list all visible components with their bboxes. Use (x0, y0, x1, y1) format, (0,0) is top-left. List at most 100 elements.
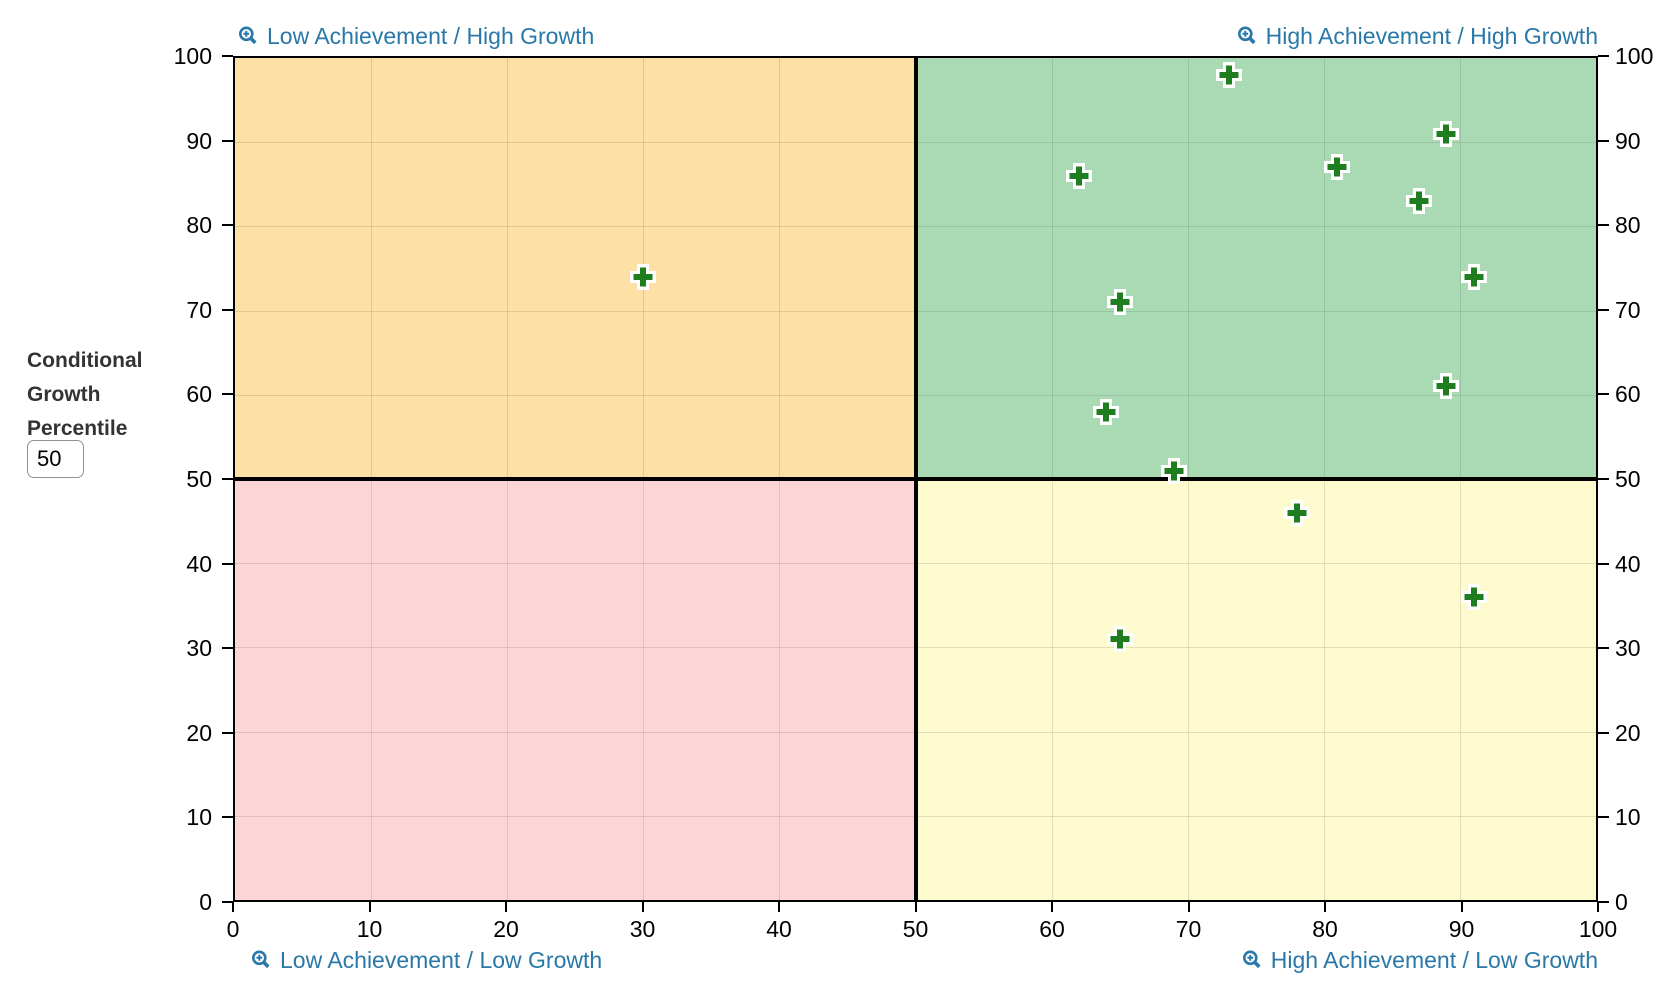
x-axis-tick (505, 902, 507, 912)
data-point-marker[interactable] (1063, 160, 1095, 192)
y-axis-tick-left (222, 308, 233, 311)
x-axis-tick-label: 10 (356, 916, 383, 942)
x-axis-tick (914, 902, 917, 912)
y-axis-tick-label-right: 70 (1615, 296, 1641, 323)
quadrant-high-achievement-low-growth (915, 479, 1596, 900)
data-point-marker[interactable] (1430, 370, 1462, 402)
x-axis-tick (1051, 902, 1053, 912)
quadrant-link-label: High Achievement / Low Growth (1270, 947, 1598, 973)
x-axis-tick-label: 30 (629, 916, 656, 942)
y-axis-tick-label-left: 50 (186, 466, 212, 492)
x-axis-tick-label: 0 (226, 916, 240, 942)
y-axis-tick-label-right: 0 (1615, 889, 1628, 915)
data-point-marker[interactable] (1321, 151, 1353, 183)
x-axis-tick-label: 40 (766, 916, 792, 942)
quadrant-link-low-achievement-high-growth[interactable]: Low Achievement / High Growth (237, 22, 594, 50)
y-axis-tick-left (222, 731, 233, 734)
y-axis-tick-left (222, 224, 233, 227)
quadrant-link-high-achievement-low-growth[interactable]: High Achievement / Low Growth (1241, 946, 1598, 974)
y-axis-tick-left (222, 55, 233, 57)
data-point-marker[interactable] (1458, 261, 1490, 293)
y-axis-tick-right (1598, 816, 1609, 819)
y-axis-tick-label-right: 10 (1615, 804, 1641, 831)
y-axis-tick-label-right: 80 (1615, 212, 1641, 239)
y-axis-tick-right (1598, 393, 1609, 396)
quadrant-link-low-achievement-low-growth[interactable]: Low Achievement / Low Growth (250, 946, 602, 974)
quadrant-link-label: High Achievement / High Growth (1265, 23, 1598, 49)
y-axis-tick-left (222, 139, 233, 142)
quadrant-link-high-achievement-high-growth[interactable]: High Achievement / High Growth (1236, 22, 1598, 50)
y-axis-tick-left (222, 393, 233, 396)
x-axis-tick (368, 902, 371, 912)
x-axis-tick (778, 902, 780, 912)
y-axis-tick-label-right: 20 (1615, 719, 1641, 746)
y-axis-tick-left (222, 478, 233, 480)
y-axis-tick-right (1598, 478, 1609, 480)
y-axis-tick-label-right: 30 (1615, 635, 1641, 662)
x-axis-tick (641, 902, 644, 912)
x-axis-tick (1460, 902, 1463, 912)
data-point-marker[interactable] (1458, 581, 1490, 613)
x-axis-tick (1597, 902, 1599, 912)
y-axis-tick-label-left: 40 (186, 550, 212, 577)
y-axis-tick-label-right: 40 (1615, 550, 1641, 577)
y-axis-tick-label-left: 100 (173, 43, 212, 69)
zoom-in-magnifier-icon (252, 950, 270, 968)
y-axis-tick-right (1598, 562, 1609, 565)
y-axis-tick-right (1598, 308, 1609, 311)
x-axis-tick-label: 90 (1448, 916, 1475, 942)
zoom-in-magnifier-icon (239, 26, 257, 44)
data-point-marker[interactable] (1430, 118, 1462, 150)
x-axis-tick-label: 50 (902, 916, 929, 942)
y-axis-title-line3: Percentile (27, 417, 128, 440)
y-axis-tick-right (1598, 224, 1609, 227)
y-axis-tick-left (222, 562, 233, 565)
y-axis-tick-label-left: 20 (186, 719, 212, 746)
data-point-marker[interactable] (1281, 497, 1313, 529)
zoom-in-magnifier-icon (1242, 950, 1261, 968)
x-axis-tick (1324, 902, 1326, 912)
x-axis-tick (1187, 902, 1190, 912)
plot-area (233, 56, 1598, 902)
y-axis-tick-left (222, 901, 233, 903)
quadrant-low-achievement-high-growth (235, 58, 916, 479)
y-axis-tick-left (222, 816, 233, 819)
y-axis-tick-label-right: 60 (1615, 381, 1641, 408)
y-axis-tick-right (1598, 901, 1609, 903)
y-axis-tick-label-right: 100 (1615, 43, 1654, 69)
data-point-marker[interactable] (1090, 396, 1122, 428)
data-point-marker[interactable] (1213, 59, 1245, 91)
y-axis-tick-label-right: 50 (1615, 466, 1641, 492)
x-axis-tick-label: 100 (1578, 916, 1618, 942)
data-point-marker[interactable] (1104, 286, 1136, 318)
y-axis-title: Conditional Growth Percentile (27, 344, 142, 446)
y-axis-tick-right (1598, 139, 1609, 142)
y-axis-tick-label-left: 70 (186, 296, 212, 323)
quadrant-low-achievement-low-growth (235, 479, 916, 900)
data-point-marker[interactable] (1403, 185, 1435, 217)
y-axis-tick-label-left: 60 (186, 381, 212, 408)
data-point-marker[interactable] (1158, 455, 1190, 487)
x-axis-tick-label: 70 (1175, 916, 1202, 942)
zoom-in-magnifier-icon (1237, 26, 1256, 44)
y-axis-tick-label-left: 80 (186, 212, 212, 239)
quadrant-divider-horizontal (235, 477, 1596, 481)
quadrant-link-label: Low Achievement / Low Growth (280, 947, 603, 973)
quadrant-high-achievement-high-growth (915, 58, 1596, 479)
y-axis-title-line1: Conditional (27, 349, 143, 372)
data-point-marker[interactable] (627, 261, 659, 293)
data-point-marker[interactable] (1104, 623, 1136, 655)
growth-percentile-threshold-input[interactable] (27, 440, 84, 478)
y-axis-tick-right (1598, 647, 1609, 650)
x-axis-tick (232, 902, 234, 912)
y-axis-tick-label-left: 0 (199, 889, 212, 915)
y-axis-tick-label-left: 90 (186, 127, 212, 154)
y-axis-tick-label-left: 30 (186, 635, 212, 662)
y-axis-tick-label-left: 10 (186, 804, 212, 831)
y-axis-tick-right (1598, 731, 1609, 734)
y-axis-title-line2: Growth (27, 383, 101, 406)
x-axis-tick-label: 20 (493, 916, 519, 942)
y-axis-tick-right (1598, 55, 1609, 57)
quadrant-link-label: Low Achievement / High Growth (267, 23, 595, 49)
